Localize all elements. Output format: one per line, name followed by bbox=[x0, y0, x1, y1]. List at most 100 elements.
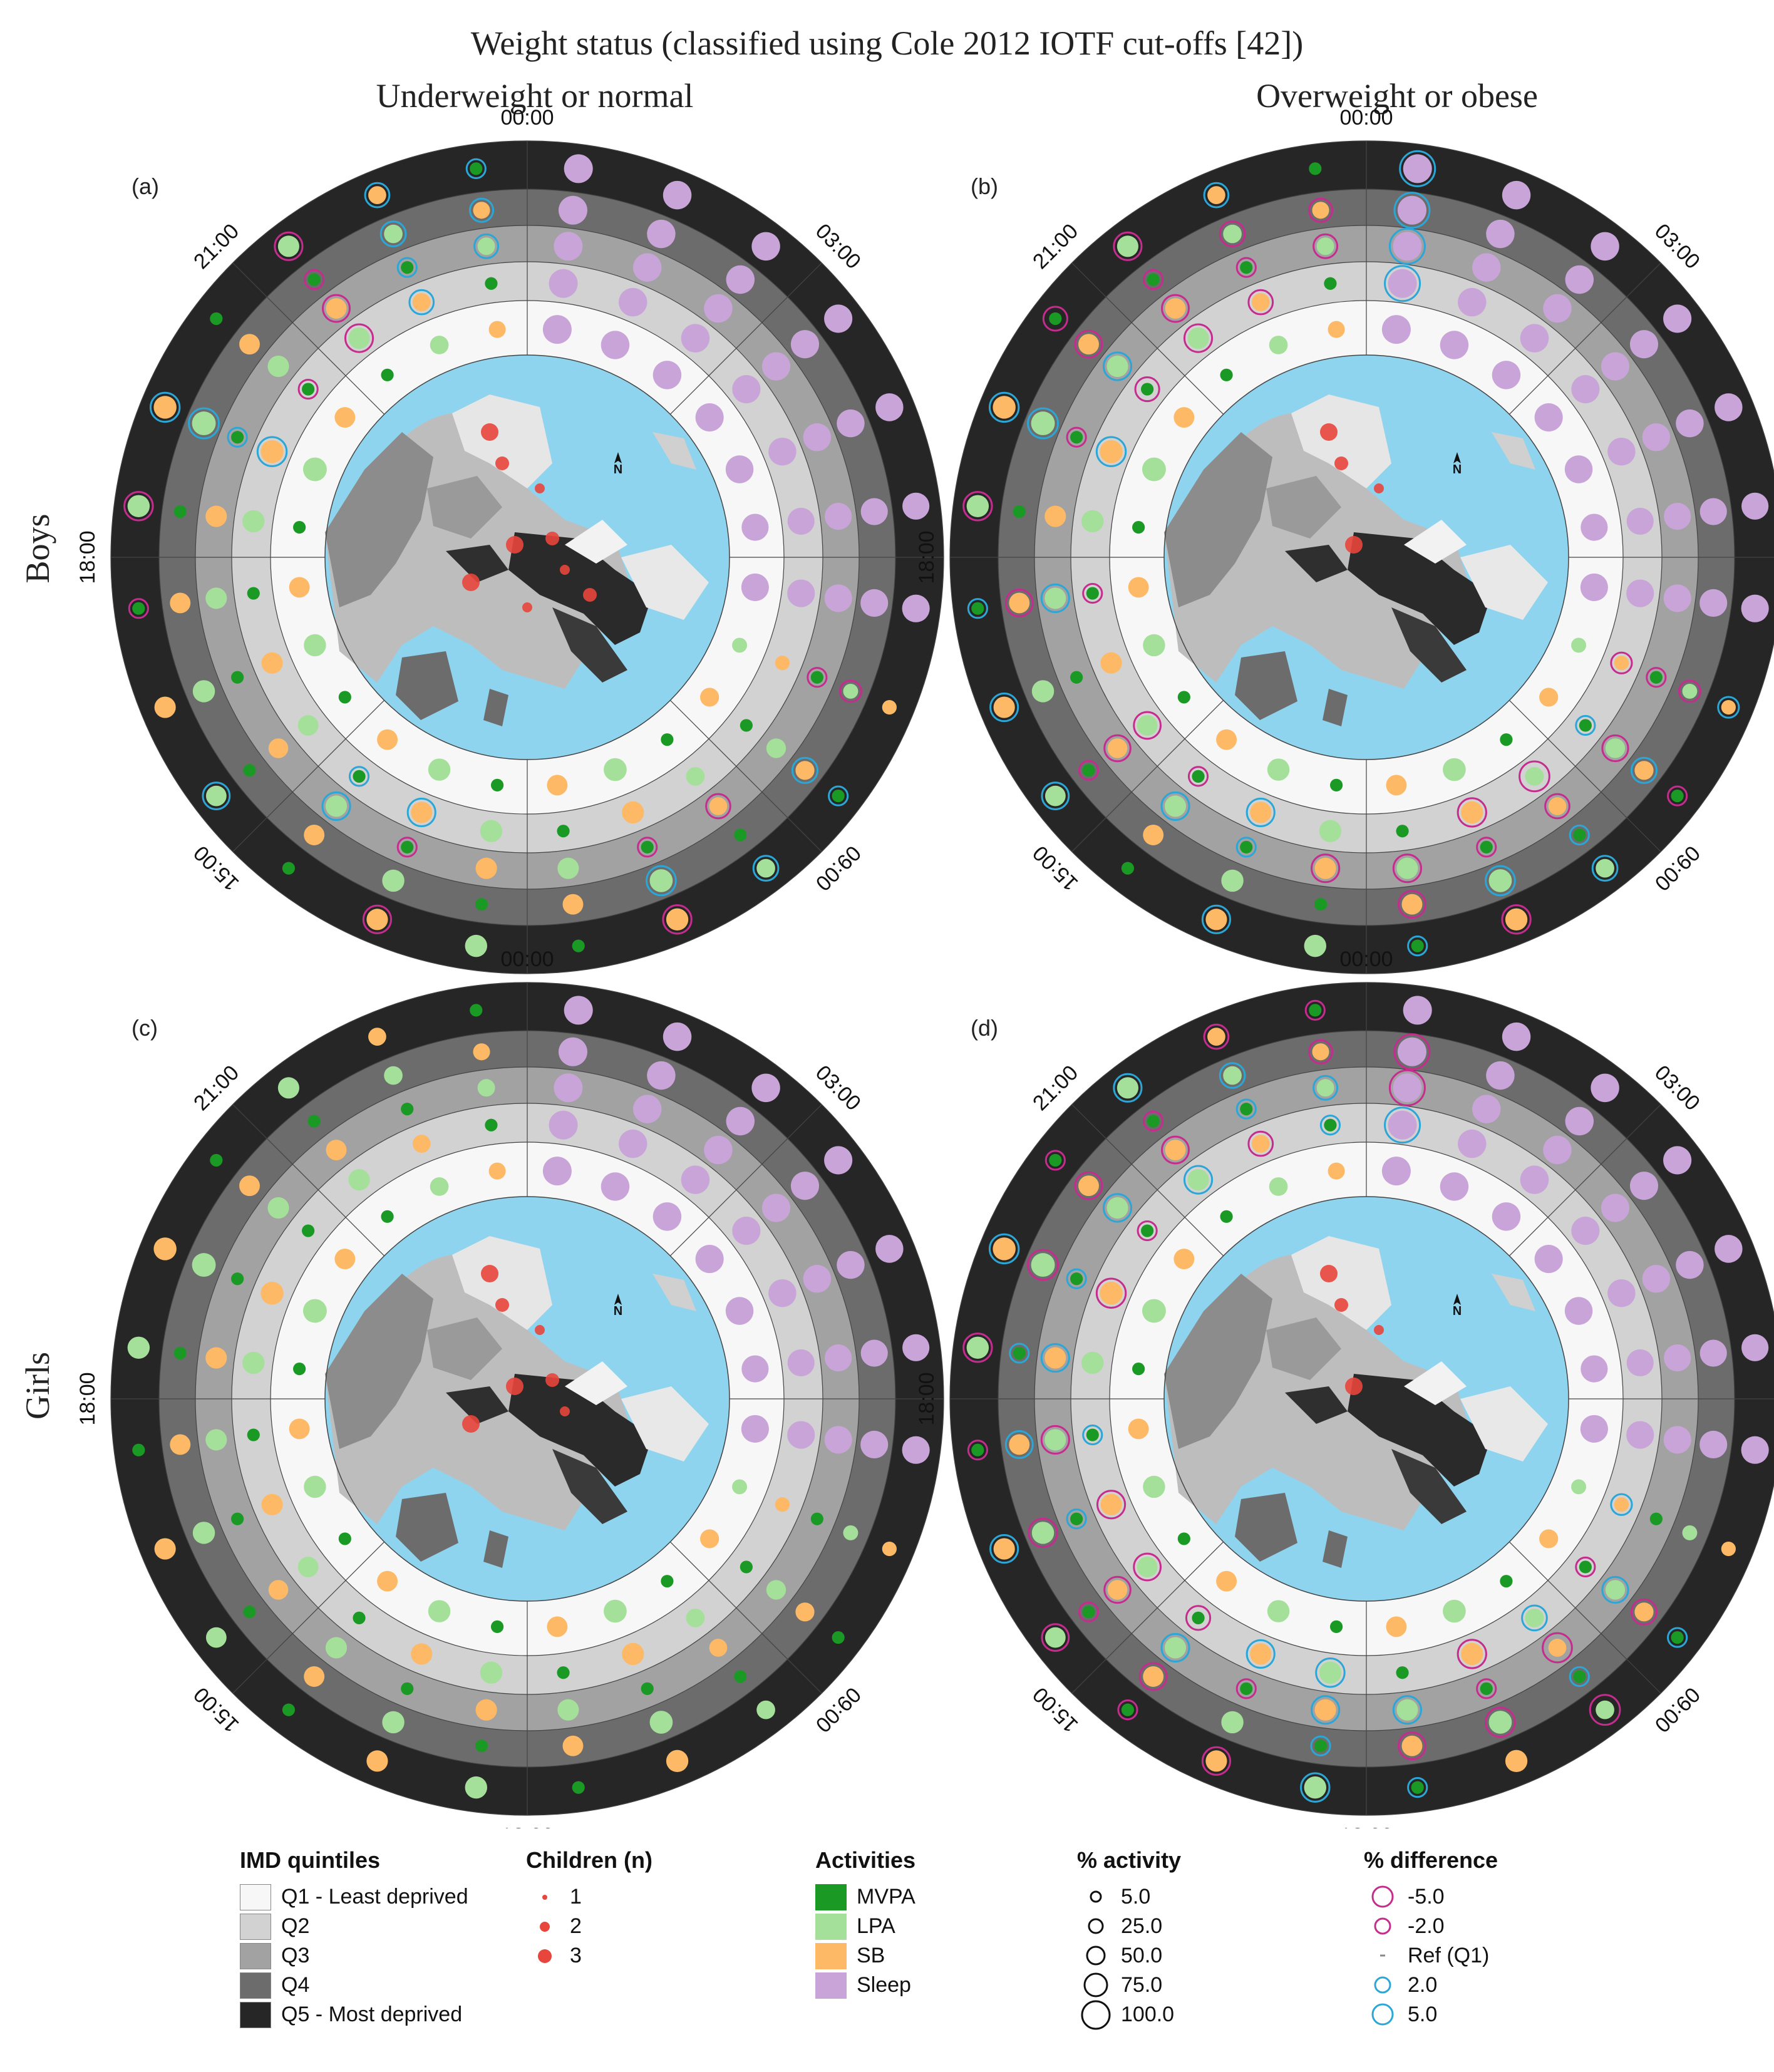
hour-spoke bbox=[232, 1104, 385, 1257]
difference-ring-negative bbox=[662, 904, 693, 935]
difference-ring-negative bbox=[1161, 1135, 1190, 1165]
activity-point-sb bbox=[239, 1175, 260, 1197]
north-arrow-icon: N bbox=[1453, 452, 1462, 477]
activity-point-sleep bbox=[1676, 1250, 1704, 1279]
activity-point-lpa bbox=[382, 1711, 405, 1734]
activity-point-mvpa bbox=[1309, 1004, 1322, 1017]
legend-pct-50-label: 50.0 bbox=[1121, 1944, 1163, 1967]
difference-ring-negative bbox=[1113, 231, 1143, 261]
activity-point-sleep bbox=[725, 1297, 754, 1325]
activity-point-sb bbox=[334, 407, 356, 428]
difference-ring-positive bbox=[1041, 781, 1070, 810]
activity-point-sb bbox=[475, 1699, 497, 1721]
activity-point-sleep bbox=[1403, 154, 1432, 183]
activity-point-mvpa bbox=[810, 1512, 823, 1525]
activity-point-lpa bbox=[1137, 715, 1158, 736]
difference-ring-positive bbox=[752, 855, 780, 882]
children-point bbox=[545, 532, 559, 545]
difference-ring-positive bbox=[227, 426, 248, 448]
activity-point-mvpa bbox=[1480, 1682, 1493, 1695]
children-point bbox=[560, 1406, 570, 1416]
activity-point-sleep bbox=[1492, 1202, 1521, 1231]
activity-point-lpa bbox=[1571, 1479, 1587, 1495]
activity-point-lpa bbox=[1605, 1580, 1626, 1600]
activity-point-mvpa bbox=[485, 277, 498, 290]
activity-point-sb bbox=[1173, 1249, 1195, 1270]
difference-ring-negative bbox=[1095, 1277, 1127, 1309]
difference-ring-positive bbox=[791, 756, 819, 784]
difference-ring-negative bbox=[1078, 760, 1100, 781]
activity-point-sb bbox=[775, 656, 790, 671]
difference-ring-negative bbox=[1138, 1662, 1168, 1691]
activity-point-sb bbox=[1078, 1175, 1099, 1197]
activity-point-lpa bbox=[192, 411, 216, 436]
activity-point-mvpa bbox=[173, 505, 187, 518]
activity-point-mvpa bbox=[353, 770, 366, 783]
activity-point-mvpa bbox=[231, 1512, 244, 1525]
activity-point-sleep bbox=[751, 232, 780, 261]
activity-point-sleep bbox=[825, 1344, 852, 1372]
activity-point-lpa bbox=[1221, 869, 1244, 892]
region-map bbox=[1164, 355, 1569, 760]
north-arrow-icon: N bbox=[614, 1294, 622, 1318]
activity-point-lpa bbox=[302, 457, 327, 482]
activity-point-lpa bbox=[127, 1336, 150, 1359]
children-point bbox=[462, 574, 480, 591]
activity-point-lpa bbox=[604, 1599, 627, 1623]
activity-point-lpa bbox=[325, 1637, 348, 1659]
activity-point-sb bbox=[1044, 1347, 1066, 1369]
activity-point-mvpa bbox=[293, 1363, 306, 1376]
activity-point-mvpa bbox=[381, 1210, 394, 1223]
difference-ring-positive bbox=[989, 1533, 1019, 1564]
difference-ring-positive bbox=[188, 407, 220, 440]
activity-point-sb bbox=[366, 909, 388, 930]
legend-children-2: 2 bbox=[526, 1912, 652, 1941]
activity-point-sb bbox=[1165, 298, 1186, 319]
activity-point-sb bbox=[304, 1666, 325, 1687]
q5-swatch bbox=[240, 2001, 271, 2028]
activity-point-sleep bbox=[1626, 1421, 1654, 1449]
activity-point-sleep bbox=[663, 180, 692, 210]
difference-ring-negative bbox=[1183, 323, 1214, 353]
activity-point-sleep bbox=[1543, 1135, 1572, 1165]
activity-point-mvpa bbox=[1121, 1703, 1135, 1716]
legend-diff-ref-label: Ref (Q1) bbox=[1408, 1944, 1490, 1967]
activity-point-lpa bbox=[430, 1177, 449, 1196]
activity-point-lpa bbox=[480, 820, 503, 842]
activity-point-sleep bbox=[1502, 180, 1531, 210]
activity-point-mvpa bbox=[475, 1740, 488, 1753]
activity-point-lpa bbox=[1187, 1169, 1209, 1191]
difference-ring-negative bbox=[1027, 1249, 1059, 1281]
legend-children-3-label: 3 bbox=[570, 1944, 582, 1967]
activity-point-sb bbox=[547, 1616, 568, 1637]
difference-ring-negative bbox=[1678, 679, 1701, 703]
activity-point-sb bbox=[1216, 1570, 1237, 1592]
difference-ring-negative bbox=[344, 323, 374, 353]
activity-point-lpa bbox=[843, 1525, 859, 1540]
difference-ring-negative bbox=[1143, 269, 1164, 291]
diff-plus5-ring bbox=[1364, 2000, 1401, 2029]
difference-ring-positive bbox=[202, 781, 231, 810]
activity-point-sleep bbox=[741, 1355, 769, 1383]
activity-point-mvpa bbox=[734, 828, 747, 842]
difference-ring-positive bbox=[1311, 1695, 1341, 1725]
activity-point-sleep bbox=[741, 1415, 769, 1443]
activity-point-lpa bbox=[304, 1475, 326, 1498]
activity-point-sleep bbox=[1534, 1245, 1563, 1274]
activity-point-sleep bbox=[1741, 594, 1769, 622]
panel-label: (c) bbox=[132, 1015, 158, 1041]
activity-point-mvpa bbox=[740, 1560, 753, 1574]
activity-point-lpa bbox=[1081, 1351, 1104, 1374]
activity-point-mvpa bbox=[641, 840, 654, 853]
activity-point-sleep bbox=[601, 1172, 630, 1201]
activity-point-lpa bbox=[1137, 1557, 1158, 1577]
activity-point-sb bbox=[377, 1570, 398, 1592]
activity-point-sb bbox=[1548, 797, 1567, 815]
legend-children-1-label: 1 bbox=[570, 1885, 582, 1909]
difference-ring-negative bbox=[1219, 220, 1246, 247]
activity-point-mvpa bbox=[307, 273, 321, 286]
activity-point-sb bbox=[366, 1750, 388, 1772]
activity-point-sb bbox=[1143, 1666, 1164, 1687]
pct-100-circle bbox=[1077, 2000, 1115, 2029]
difference-ring-positive bbox=[1009, 1343, 1030, 1364]
